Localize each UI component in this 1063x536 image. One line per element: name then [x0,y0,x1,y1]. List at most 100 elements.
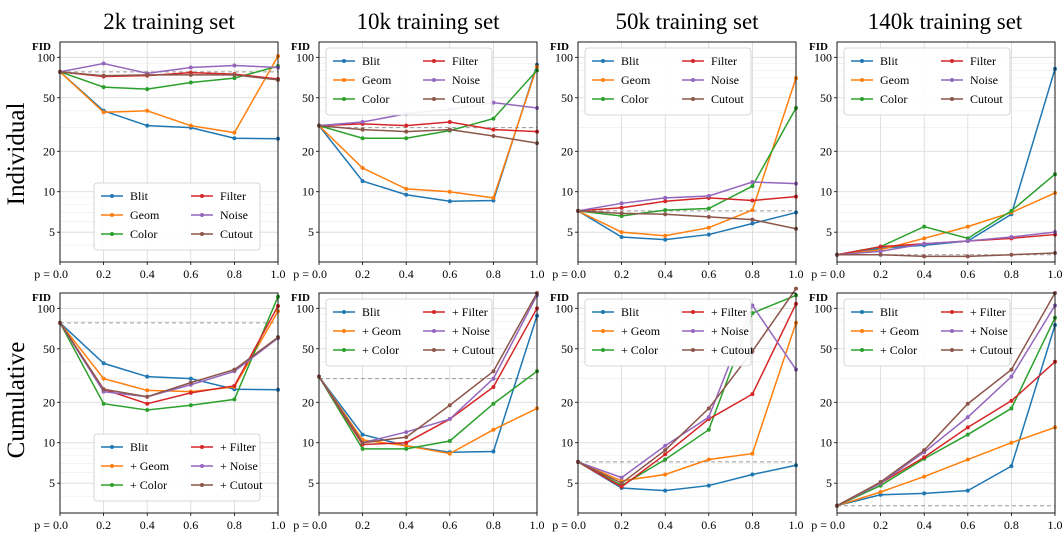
row-title-cumulative: Cumulative [3,342,30,459]
plot-frame [59,41,279,263]
legend-box [843,298,1011,367]
data-point [360,179,365,184]
data-point [145,123,150,128]
legend-label: Color [362,92,389,106]
x-tick-label: 0.2 [96,518,111,532]
y-tick-label: 5 [567,225,573,239]
series-line [59,71,279,81]
series-line [577,303,797,488]
x-tick-label: 0.4 [140,518,155,532]
data-point [145,72,150,77]
data-point [404,430,409,435]
data-point [101,110,106,115]
data-point [360,446,365,451]
data-point [145,374,150,379]
data-point [404,186,409,191]
y-tick-label: 10 [820,185,832,199]
legend-label: + Noise [970,324,1008,338]
legend-label: + Noise [452,324,490,338]
y-axis-label: FID [32,41,51,53]
legend-marker [110,445,114,449]
legend-marker [110,464,114,468]
legend-marker [342,348,346,352]
x-tick-label: p = 0.0 [293,518,327,532]
y-axis-label: FID [809,292,828,304]
series-line [318,121,538,133]
data-point [360,127,365,132]
data-point [1009,440,1014,445]
legend-marker [860,97,864,101]
data-point [491,116,496,121]
x-tick-label: p = 0.0 [552,518,586,532]
data-point [922,241,927,246]
legend-label: Geom [362,73,392,87]
y-tick-label: 50 [561,342,573,356]
data-point [145,401,150,406]
series-line [59,296,279,411]
data-point [663,233,668,238]
data-point [663,488,668,493]
legend-label: + Color [130,478,167,492]
series-line [577,288,797,485]
legend-label: + Cutout [970,343,1013,357]
data-point [232,72,237,77]
x-tick-label: 0.8 [1004,267,1019,281]
legend-label: Cutout [711,92,744,106]
data-point [663,472,668,477]
data-point [447,451,452,456]
x-tick-label: 0.8 [227,518,242,532]
chart-panel-5: 5 10 20 50 100 p = 0.0 0.2 0.4 0.6 0.8 1.0 FID Blit +… [291,291,545,532]
series-line [59,71,279,140]
legend-label: Blit [880,54,899,68]
legend-label: Geom [880,73,910,87]
legend-marker [200,194,204,198]
data-point [619,235,624,240]
data-point [750,221,755,226]
data-point [750,184,755,189]
y-tick-label: 20 [820,395,832,409]
legend-marker [601,310,605,314]
y-tick-label: 20 [302,395,314,409]
x-tick-label: 0.8 [745,267,760,281]
data-point [404,192,409,197]
legend-box [325,47,493,116]
data-point [619,211,624,216]
y-tick-label: 20 [302,144,314,158]
legend-marker [950,78,954,82]
y-tick-label: 50 [302,91,314,105]
data-point [922,236,927,241]
data-point [404,443,409,448]
x-tick-label: 0.4 [399,267,414,281]
y-tick-label: 100 [296,301,314,315]
legend-marker [691,78,695,82]
data-point [447,189,452,194]
y-tick-label: 10 [43,185,55,199]
legend: Blit Geom Color Filter Noise Cutout [584,47,752,116]
plot-frame [577,41,797,263]
legend-marker [691,97,695,101]
legend-marker [110,232,114,236]
legend-box [584,298,752,367]
data-point [706,415,711,420]
data-point [619,230,624,235]
data-point [878,249,883,254]
data-point [706,483,711,488]
y-tick-label: 5 [49,476,55,490]
legend-marker [601,97,605,101]
legend: Blit Geom Color Filter Noise Cutout [843,47,1011,116]
data-point [619,201,624,206]
data-point [706,232,711,237]
y-tick-label: 50 [43,91,55,105]
data-point [878,489,883,494]
data-point [965,254,970,259]
data-point [922,491,927,496]
data-point [188,80,193,85]
chart-panel-3: 5 10 20 50 100 p = 0.0 0.2 0.4 0.6 0.8 1.0 FID Blit G… [809,41,1063,281]
series-line [59,55,279,134]
legend: Blit + Geom + Color + Filter + Noise + Cutout [843,298,1013,367]
data-point [101,361,106,366]
data-point [101,85,106,90]
x-tick-label: 0.6 [183,518,198,532]
chart-panel-2: 5 10 20 50 100 p = 0.0 0.2 0.4 0.6 0.8 1.0 FID Blit G… [550,41,804,281]
legend-marker [691,329,695,333]
